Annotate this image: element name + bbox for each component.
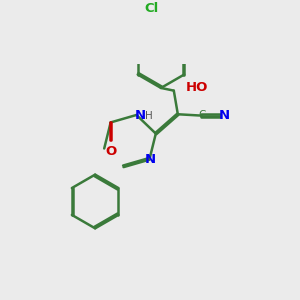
Text: HO: HO (186, 81, 208, 94)
Text: H: H (145, 111, 152, 121)
Text: Cl: Cl (144, 2, 158, 15)
Text: N: N (135, 109, 146, 122)
Text: O: O (105, 145, 116, 158)
Text: C: C (198, 110, 206, 120)
Text: N: N (145, 153, 156, 166)
Text: N: N (219, 109, 230, 122)
